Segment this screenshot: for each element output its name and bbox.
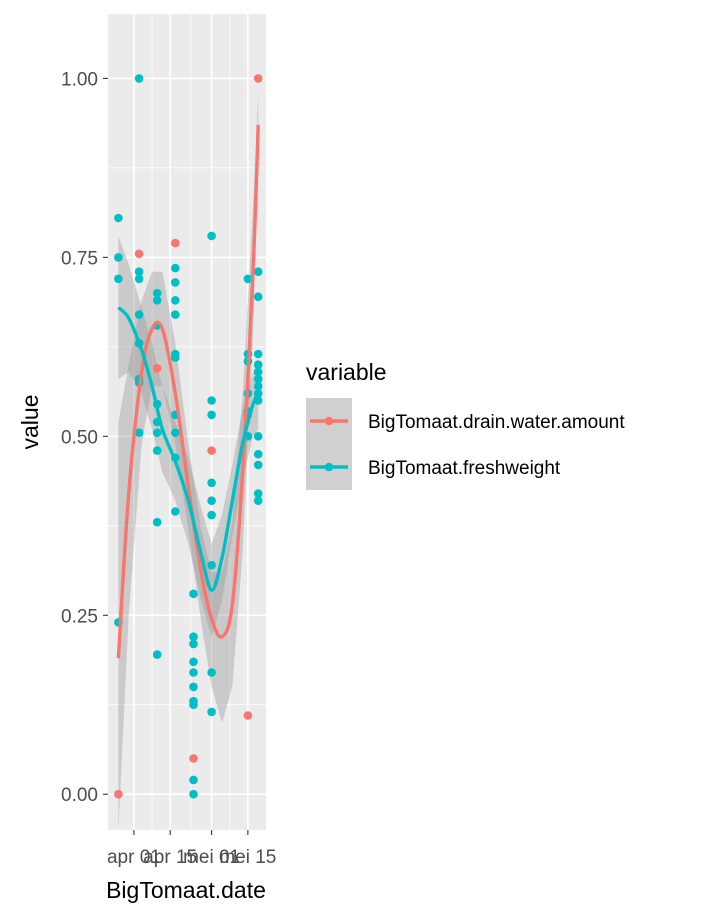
data-point-series-1 [171, 238, 180, 248]
data-point-series-2 [253, 460, 263, 470]
data-point-series-2 [114, 213, 123, 223]
data-point-series-2 [114, 274, 123, 284]
data-point-series-1 [253, 74, 263, 83]
data-point-series-2 [171, 296, 180, 305]
y-tick-label: 0.00 [61, 785, 98, 806]
data-point-series-2 [134, 310, 144, 319]
y-tick-label: 0.75 [61, 248, 98, 269]
data-point-series-1 [243, 711, 253, 720]
data-point-series-2 [253, 432, 263, 441]
legend: variable BigTomaat.drain.water.amount Big… [306, 359, 625, 490]
data-point-series-2 [114, 253, 123, 262]
data-point-series-2 [134, 74, 144, 83]
data-point-series-2 [152, 296, 162, 305]
data-point-series-2 [253, 292, 263, 302]
data-point-series-2 [134, 274, 144, 284]
data-point-series-2 [152, 517, 162, 527]
data-point-series-1 [207, 446, 216, 455]
confidence-bands [118, 92, 259, 830]
legend-key-point [324, 416, 334, 426]
legend-key-point [324, 462, 334, 472]
data-point-series-2 [134, 428, 144, 438]
data-point-series-2 [207, 396, 216, 405]
y-tick-label: 0.50 [61, 427, 98, 448]
confidence-band-2 [118, 235, 259, 637]
data-point-series-1 [189, 754, 198, 763]
data-point-series-2 [253, 360, 263, 370]
data-point-series-2 [189, 668, 198, 677]
x-tick-label: apr 01 [107, 847, 161, 868]
data-point-series-2 [243, 274, 253, 284]
data-point-series-2 [253, 449, 263, 459]
data-point-series-2 [207, 707, 216, 717]
data-point-series-2 [152, 428, 162, 438]
data-point-series-2 [171, 278, 180, 287]
smooth-line-series-1 [116, 124, 260, 659]
legend-label: BigTomaat.freshweight [368, 458, 561, 479]
smooth-lines [116, 124, 260, 659]
data-point-series-2 [207, 496, 216, 506]
data-point-series-1 [152, 364, 162, 373]
data-point-series-2 [189, 632, 198, 641]
data-point-series-2 [152, 446, 162, 455]
x-tick-label: mei 01 [183, 847, 240, 868]
data-point-series-2 [134, 267, 144, 277]
data-point-series-2 [189, 682, 198, 692]
legend-label: BigTomaat.drain.water.amount [368, 412, 625, 433]
y-axis: 0.00 0.25 0.50 0.75 1.00 [61, 69, 108, 806]
data-point-series-2 [253, 489, 263, 498]
confidence-band-1 [118, 92, 259, 830]
data-point-series-2 [189, 639, 198, 649]
major-gridlines [108, 14, 266, 830]
data-point-series-2 [253, 496, 263, 506]
data-point-series-2 [207, 478, 216, 488]
y-axis-title: value [17, 395, 43, 450]
data-point-series-2 [171, 353, 180, 362]
y-tick-label: 0.25 [61, 606, 98, 627]
data-point-series-2 [189, 775, 198, 785]
data-point-series-2 [207, 231, 216, 241]
x-tick-label: apr 15 [143, 847, 197, 868]
data-point-series-2 [189, 700, 198, 709]
data-point-series-2 [171, 310, 180, 319]
data-point-series-2 [189, 589, 198, 599]
data-point-series-2 [207, 668, 216, 677]
data-point-series-2 [171, 263, 180, 273]
y-tick-label: 1.00 [61, 69, 98, 90]
data-point-series-2 [207, 510, 216, 520]
x-tick-label: mei 15 [219, 847, 276, 868]
data-point-series-2 [207, 560, 216, 570]
data-point-series-2 [152, 650, 162, 659]
data-point-series-2 [253, 367, 263, 377]
data-point-series-2 [253, 381, 263, 391]
data-point-series-2 [171, 507, 180, 516]
data-point-series-2 [189, 657, 198, 667]
data-point-series-2 [253, 349, 263, 359]
data-point-series-1 [134, 249, 144, 259]
x-axis-title: BigTomaat.date [106, 877, 266, 903]
smooth-line-series-2 [117, 306, 260, 592]
legend-title: variable [306, 359, 387, 385]
data-point-series-2 [171, 428, 180, 438]
data-point-series-1 [114, 789, 123, 799]
data-point-series-2 [253, 374, 263, 384]
data-point-series-2 [152, 288, 162, 298]
data-point-series-2 [253, 267, 263, 277]
data-point-series-2 [189, 789, 198, 799]
data-point-series-2 [207, 410, 216, 420]
